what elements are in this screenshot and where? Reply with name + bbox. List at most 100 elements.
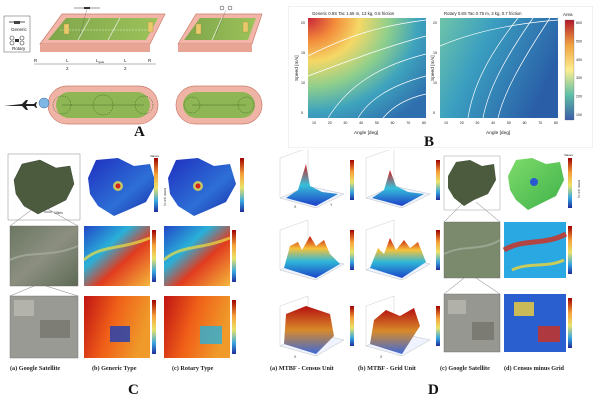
zoom-connector-2 [45, 207, 79, 227]
caption-d-grid: (b) MTBF - Grid Unit [358, 365, 416, 372]
colorbar-c6 [232, 300, 236, 354]
axis-x-label-1: X [294, 205, 297, 209]
rotary-ylabel: Speed [m/s] [430, 55, 436, 81]
colorbar-tick-0: 600 [576, 21, 582, 25]
generic-ytick-1: 10 [301, 81, 305, 85]
colorbar-d6 [436, 306, 440, 346]
colorbar-d5 [350, 306, 354, 346]
panel-letter-a: A [134, 124, 145, 140]
colorbar-d8 [568, 226, 572, 274]
census-surface-3 [279, 295, 345, 357]
generic-field-topview [38, 85, 159, 125]
panel-a: Generic Rotary [0, 0, 268, 140]
colorbar-ticks: 600 500 400 300 200 100 [576, 21, 582, 117]
generic-heatmap-title: Generic 0.8S Tac 1.65 m, 13 kg, 0.6 fric… [312, 11, 395, 16]
colorbar-c2 [240, 158, 244, 212]
panel-b-heatmaps: Area 600 500 400 300 200 100 Generic 0.8S Tac… [287, 5, 594, 149]
colorbar-tick-4: 200 [576, 95, 582, 99]
dim-lseg-2: L [124, 58, 127, 63]
satellite-region-map: 10km [7, 153, 81, 221]
colorbar-d4 [436, 230, 440, 270]
colorbar-c5 [152, 300, 156, 354]
generic-yticks: 5 10 15 20 [301, 21, 305, 115]
panel-b-colorbar [564, 19, 575, 121]
caption-c-generic: (b) Generic Type [92, 365, 137, 372]
colorbar-c4 [232, 230, 236, 282]
caption-d-difference: (d) Census minus Grid [504, 365, 564, 372]
generic-heatmap [307, 18, 427, 119]
rotary-ytick-3: 20 [433, 21, 437, 25]
rotary-xtick-5: 60 [523, 121, 527, 125]
rotary-xlabel: Angle [deg] [486, 130, 510, 136]
panel-a-diagram: Generic Rotary [3, 5, 263, 125]
rotary-ytick-2: 15 [433, 51, 437, 55]
cbar-label-d: MTBF (10³ h) [577, 180, 581, 198]
rotary-heatmap [439, 17, 559, 119]
rotary-field-3d [177, 5, 263, 52]
caption-c-satellite: (a) Google Satellite [10, 365, 61, 372]
colorbar-c3 [152, 230, 156, 282]
rotary-xtick-1: 20 [460, 121, 464, 125]
generic-xtick-1: 20 [328, 121, 332, 125]
zoom-connector-1 [9, 207, 35, 227]
generic-xticks: 10 20 30 40 50 60 70 80 [312, 121, 426, 125]
axis-x-label-4: X [380, 355, 383, 359]
grid-surface-3 [365, 295, 431, 357]
grid-surface-2 [365, 219, 431, 281]
generic-xtick-3: 40 [359, 121, 363, 125]
dim-lseg-1: L [66, 58, 69, 63]
rotary-drone-icon [9, 35, 25, 46]
caption-c-rotary: (c) Rotary Type [172, 365, 214, 372]
panel-d-plots: X Y X X Values MTBF (10³ h) [279, 147, 581, 359]
generic-ytick-3: 20 [301, 21, 305, 25]
rotary-yticks: 5 10 15 20 [433, 21, 437, 115]
rotary-xtick-2: 30 [475, 121, 479, 125]
generic-field-3d [39, 7, 166, 52]
generic-mtbf-region-map [84, 154, 160, 220]
generic-ytick-0: 5 [301, 111, 303, 115]
rotary-xtick-3: 40 [491, 121, 495, 125]
caption-d-census: (a) MTBF - Census Unit [270, 365, 334, 372]
generic-xtick-7: 80 [422, 121, 426, 125]
difference-zoom-2 [504, 294, 566, 352]
panel-letter-c: C [128, 382, 139, 398]
panel-c: 10km [0, 150, 258, 406]
rotary-ytick-1: 10 [433, 81, 437, 85]
rotary-xtick-7: 80 [554, 121, 558, 125]
airplane-icon [4, 100, 37, 110]
colorbar-d1 [350, 160, 354, 200]
difference-region-map [504, 154, 572, 212]
rotary-xtick-0: 10 [444, 121, 448, 125]
generic-mtbf-zoom-1 [84, 226, 150, 286]
census-surface-2 [279, 219, 345, 281]
dim-lgate: Lgate [96, 58, 105, 64]
generic-xtick-6: 70 [406, 121, 410, 125]
generic-xtick-5: 60 [391, 121, 395, 125]
cbar-title-d: Values [564, 153, 573, 157]
cbar-label-c: MTBF (10³ h) [163, 188, 167, 206]
rotary-xtick-6: 70 [538, 121, 542, 125]
grid-surface-1 [365, 147, 431, 209]
panel-d: X Y X X Values MTBF (10³ h) [268, 147, 597, 406]
dim-r1: R [34, 58, 38, 63]
colorbar-d7 [568, 158, 572, 208]
scale-bar-label: 10km [54, 211, 63, 215]
generic-xtick-4: 50 [375, 121, 379, 125]
generic-xtick-0: 10 [312, 121, 316, 125]
legend-generic-label: Generic [11, 27, 28, 32]
caption-d-satellite: (c) Google Satellite [440, 365, 490, 372]
rotary-heatmap-title: Rotary 0.8S Tac 0.75 m, 3 kg, 0.7 fricti… [444, 11, 522, 16]
rotary-mtbf-zoom-1 [164, 226, 230, 286]
satellite-region-map-d [443, 155, 501, 211]
generic-xlabel: Angle [deg] [354, 130, 378, 136]
panel-letter-d: D [428, 382, 439, 398]
rotary-xtick-4: 50 [507, 121, 511, 125]
dim-half-2: 2 [124, 66, 127, 71]
colorbar-title: Area [563, 12, 573, 17]
colorbar-d9 [568, 298, 572, 348]
cbar-title-c: Values [150, 154, 159, 158]
colorbar-tick-3: 300 [576, 76, 582, 80]
rotary-field-topview [175, 85, 263, 125]
panel-letter-b: B [424, 134, 435, 150]
colorbar-tick-5: 100 [576, 113, 582, 117]
